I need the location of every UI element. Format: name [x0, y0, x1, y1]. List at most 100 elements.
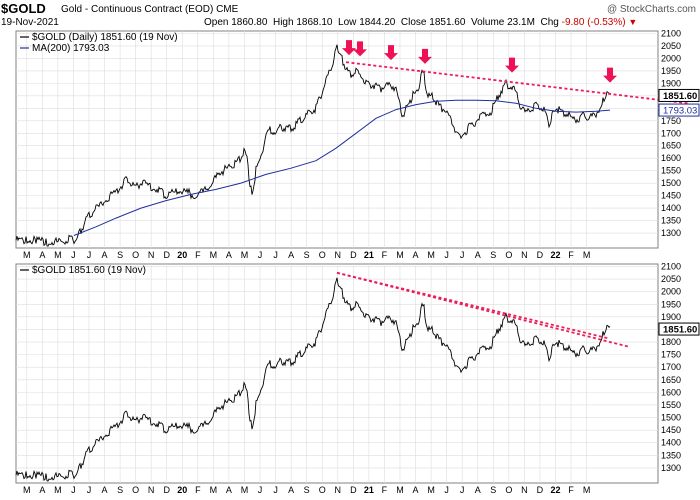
x-tick-label: D [350, 485, 357, 495]
x-tick-label: J [258, 485, 263, 495]
volume-label: Volume [470, 17, 505, 28]
x-tick-label: S [304, 485, 310, 495]
down-arrow-marker [384, 45, 398, 61]
low-label: Low [338, 17, 357, 28]
close-value: 1851.60 [429, 17, 466, 28]
x-tick-label: M [427, 250, 435, 260]
open-value: 1860.80 [231, 17, 268, 28]
x-tick-label: S [490, 485, 496, 495]
y-tick-label: 1650 [661, 141, 681, 151]
x-tick-label: A [226, 250, 232, 260]
y-tick-label: 2050 [661, 41, 681, 51]
y-tick-label: 2100 [661, 28, 681, 38]
high-value: 1868.10 [296, 17, 333, 28]
last-value-box [658, 88, 700, 102]
legend-label: $GOLD (Daily) 1851.60 (19 Nov) [32, 32, 178, 43]
y-tick-label: 1700 [661, 128, 681, 138]
quote-summary: Open 1860.80 High 1868.10 Low 1844.20 Cl… [204, 17, 637, 28]
down-arrow-marker [342, 40, 356, 56]
open-label: Open [204, 17, 229, 28]
price-line [15, 44, 611, 247]
down-arrow-marker [603, 67, 617, 83]
legend-label: $GOLD 1851.60 (19 Nov) [32, 265, 146, 276]
resistance-trendline [345, 61, 689, 105]
x-tick-label: S [490, 250, 496, 260]
y-tick-label: 1800 [661, 337, 681, 347]
chart-panel-2: M A M J J A S O N D 20 F M A M J J A S O N D 21 F M A M J J A S O N D 22 F M… [15, 262, 700, 495]
x-tick-label: D [537, 485, 544, 495]
y-tick-label: 1950 [661, 299, 681, 309]
x-tick-label: O [319, 485, 326, 495]
x-tick-label: S [117, 250, 123, 260]
x-tick-label: O [505, 250, 512, 260]
x-tick-label: A [413, 485, 419, 495]
down-arrow-marker [353, 41, 367, 57]
x-tick-label: M [241, 250, 249, 260]
x-tick-label: A [226, 485, 232, 495]
x-tick-label: M [396, 250, 404, 260]
x-tick-label: A [288, 485, 294, 495]
x-tick-label: N [148, 485, 155, 495]
exchange-text: CME [216, 4, 239, 15]
x-tick-label: N [521, 250, 528, 260]
x-tick-label: M [583, 250, 591, 260]
x-tick-label: N [521, 485, 528, 495]
down-arrow-marker [505, 57, 519, 73]
x-tick-label: 21 [364, 250, 374, 260]
copyright-text[interactable]: @ StockCharts.com [606, 4, 696, 15]
price-last-value: 1851.60 [663, 325, 697, 336]
y-tick-label: 1600 [661, 387, 681, 397]
plot-area [15, 30, 659, 249]
x-tick-label: A [288, 250, 294, 260]
y-tick-label: 1400 [661, 203, 681, 213]
y-tick-label: 1350 [661, 216, 681, 226]
symbol-title: $GOLD [1, 1, 46, 16]
change-value: -9.80 (-0.53%) [561, 17, 626, 28]
y-tick-label: 2000 [661, 53, 681, 63]
x-tick-label: F [568, 250, 574, 260]
x-tick-label: A [102, 485, 108, 495]
y-tick-label: 1650 [661, 375, 681, 385]
x-tick-label: F [195, 250, 201, 260]
x-tick-label: M [54, 250, 62, 260]
low-value: 1844.20 [359, 17, 396, 28]
y-tick-label: 1350 [661, 450, 681, 460]
x-tick-label: J [460, 250, 465, 260]
quote-date: 19-Nov-2021 [1, 17, 59, 28]
x-tick-label: A [413, 250, 419, 260]
x-tick-label: O [132, 485, 139, 495]
x-tick-label: A [475, 250, 481, 260]
x-tick-label: S [117, 485, 123, 495]
x-tick-label: J [71, 250, 76, 260]
x-tick-label: M [241, 485, 249, 495]
down-arrow-icon: ▼ [628, 17, 638, 27]
down-arrow-marker [418, 48, 432, 64]
x-tick-label: O [505, 485, 512, 495]
x-tick-label: N [335, 250, 342, 260]
x-tick-label: M [396, 485, 404, 495]
price-line [15, 277, 611, 482]
x-tick-label: 20 [177, 250, 187, 260]
y-tick-label: 1300 [661, 228, 681, 238]
x-tick-label: J [87, 485, 92, 495]
y-tick-label: 1500 [661, 178, 681, 188]
high-label: High [272, 17, 294, 28]
y-tick-label: 1550 [661, 166, 681, 176]
x-tick-label: J [273, 485, 278, 495]
x-tick-label: M [54, 485, 62, 495]
x-tick-label: O [132, 250, 139, 260]
x-tick-label: J [444, 250, 449, 260]
x-tick-label: F [382, 485, 388, 495]
volume-value: 23.1M [507, 17, 535, 28]
y-tick-label: 2050 [661, 274, 681, 284]
change-label: Chg [540, 17, 559, 28]
x-tick-label: J [258, 250, 263, 260]
y-tick-label: 1700 [661, 362, 681, 372]
y-tick-label: 1600 [661, 153, 681, 163]
y-tick-label: 1900 [661, 312, 681, 322]
x-tick-label: D [537, 250, 544, 260]
x-tick-label: 20 [177, 485, 187, 495]
x-tick-label: M [210, 250, 218, 260]
x-tick-label: F [568, 485, 574, 495]
